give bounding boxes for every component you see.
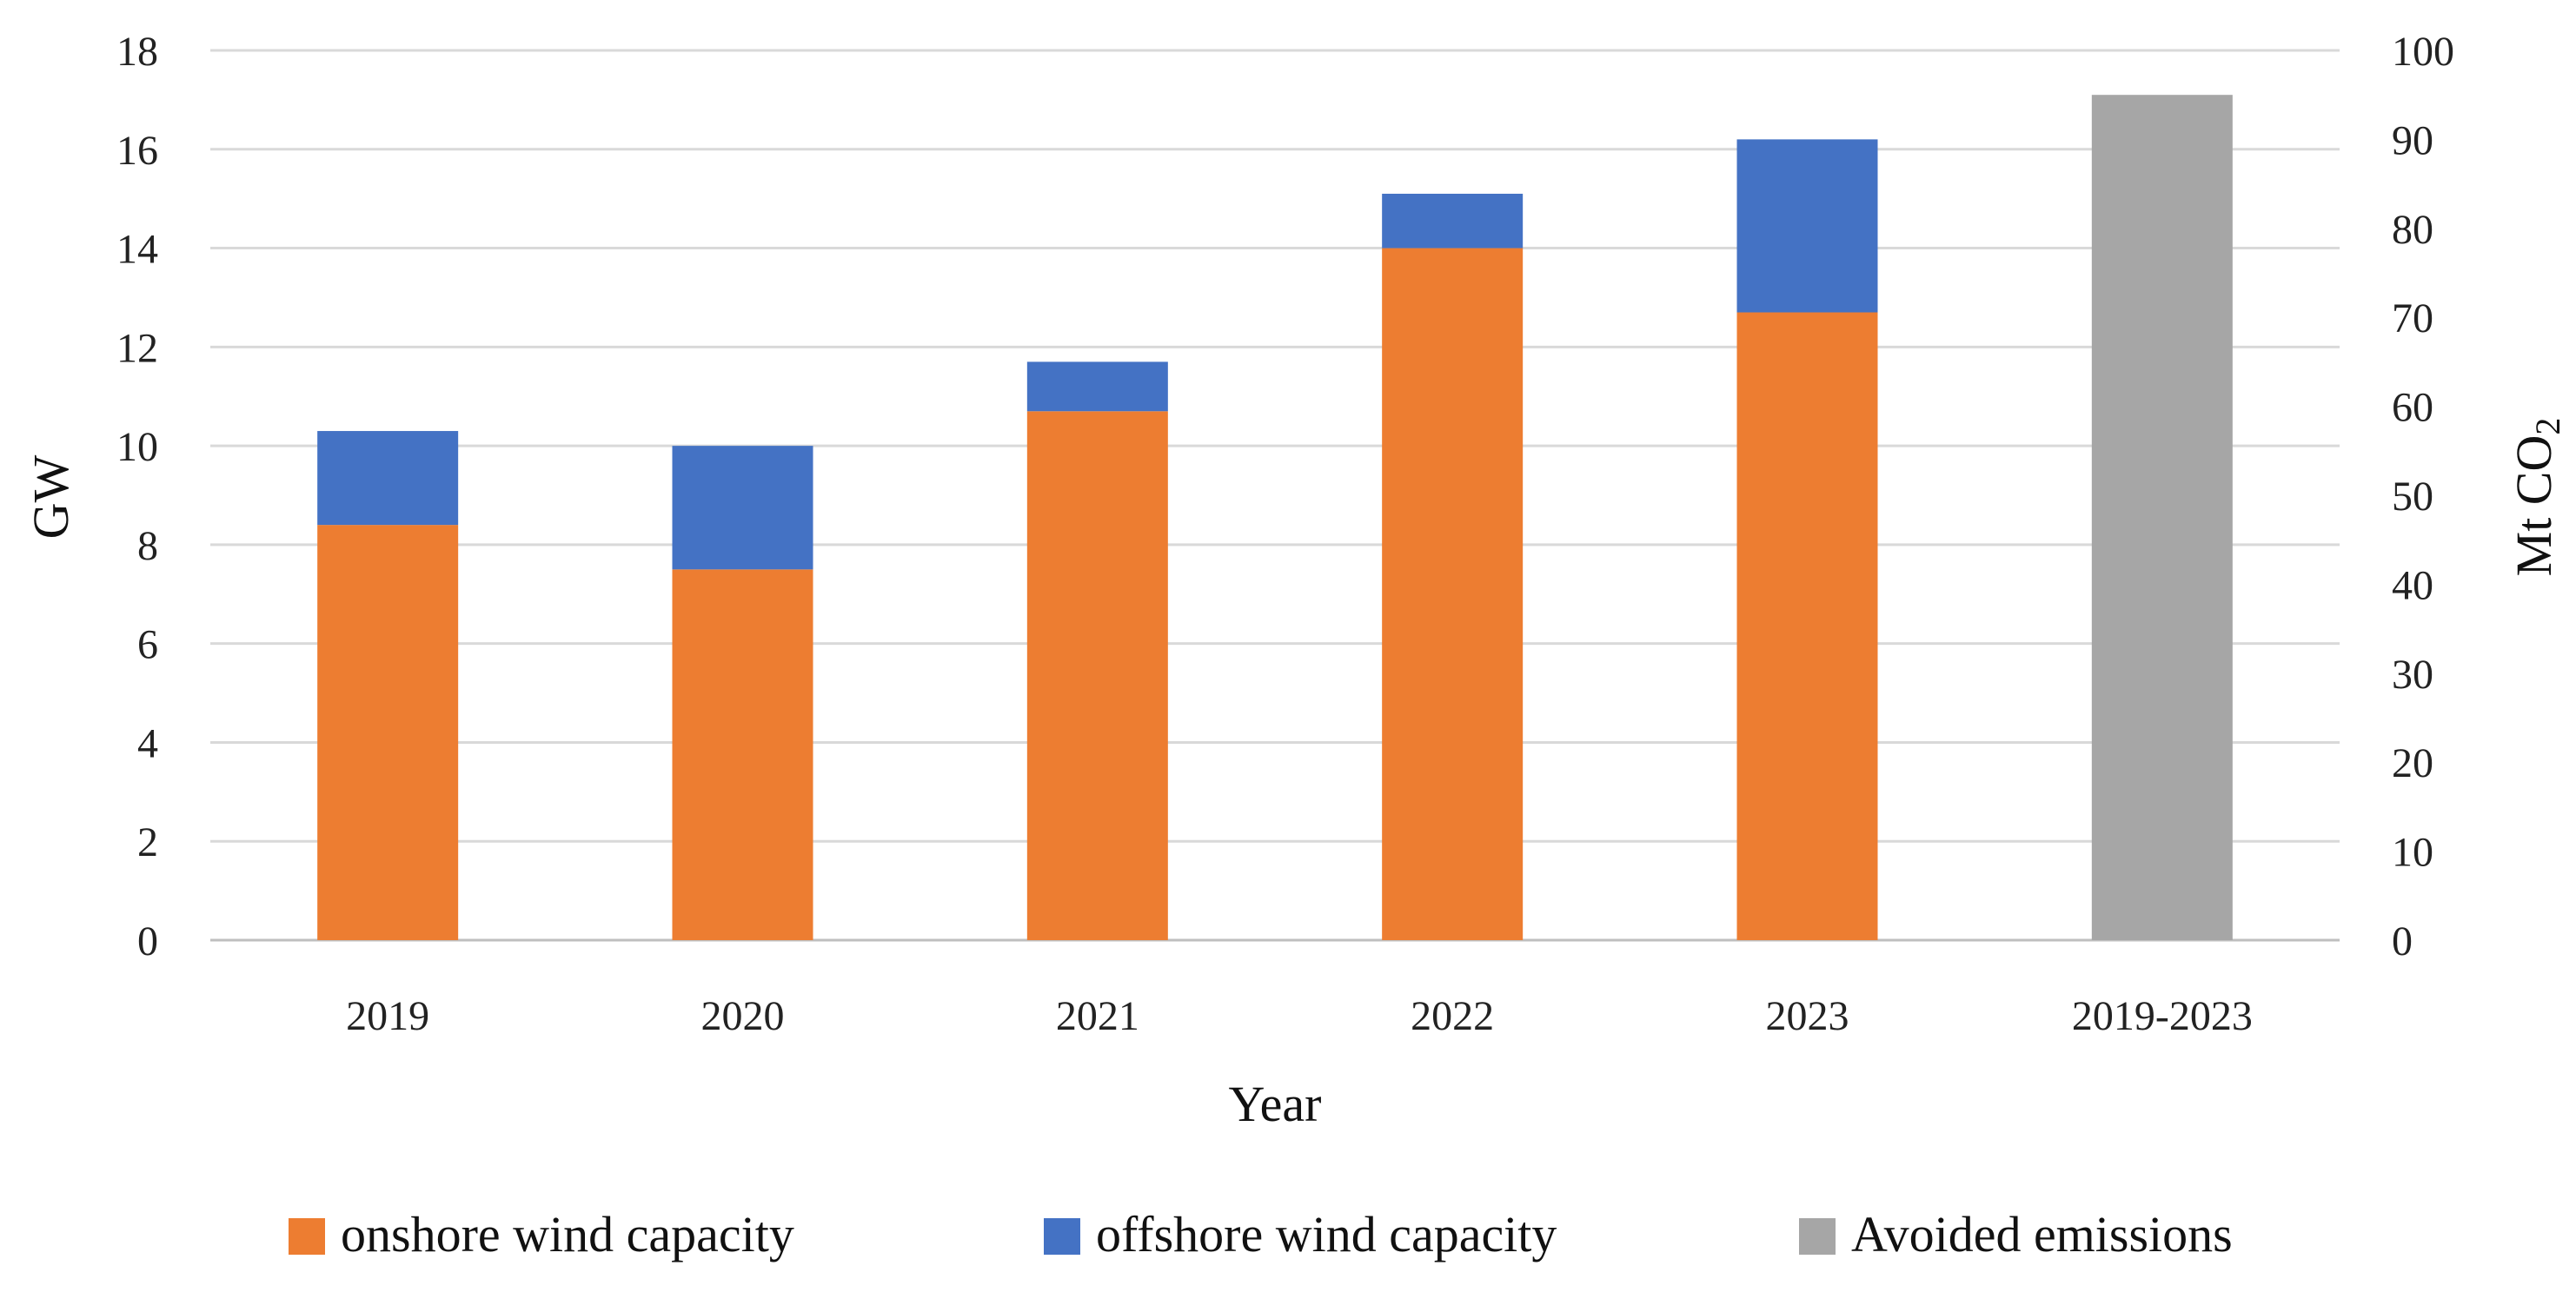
legend-label-avoided-emissions: Avoided emissions [1851,1206,2233,1263]
bar-offshore-wind-capacity [1382,193,1524,249]
legend: onshore wind capacity offshore wind capac… [289,1206,2233,1263]
bars [317,95,2233,940]
y-tick-right-label: 90 [2392,117,2433,163]
x-tick-label: 2023 [1766,993,1849,1039]
y-tick-right-label: 10 [2392,830,2433,876]
legend-label-offshore-wind-capacity: offshore wind capacity [1096,1206,1557,1263]
y-tick-right-label: 0 [2392,918,2413,964]
y-tick-right-label: 100 [2392,29,2454,75]
y-tick-left-label: 18 [116,29,158,75]
x-tick-label: 2019 [346,993,429,1039]
y-tick-left-label: 10 [116,424,158,470]
bar-onshore-wind-capacity [1736,312,1878,940]
y-tick-right-label: 40 [2392,562,2433,608]
y-tick-right-label: 50 [2392,474,2433,520]
y-tick-left-label: 16 [116,128,158,174]
legend-label-onshore-wind-capacity: onshore wind capacity [341,1206,794,1263]
bar-offshore-wind-capacity [1736,139,1878,313]
bar-onshore-wind-capacity [1382,248,1524,940]
y-axis-right-title-subscript: 2 [2528,418,2567,435]
gridlines [210,49,2340,942]
x-axis-title: Year [1229,1076,1322,1132]
x-axis-ticks: 2019 2020 2021 2022 2023 2019-2023 [346,993,2253,1039]
bar-offshore-wind-capacity [317,431,459,526]
bar-onshore-wind-capacity [672,569,813,940]
bar-avoided-emissions [2091,95,2233,940]
x-tick-label: 2022 [1411,993,1494,1039]
y-axis-right-title: Mt CO2 [2506,418,2567,577]
y-axis-left-ticks: 0 2 4 6 8 10 12 14 16 18 [116,29,158,964]
y-tick-right-label: 70 [2392,295,2433,341]
y-axis-right-ticks: 0 10 20 30 40 50 60 70 80 90 100 [2392,29,2454,964]
bar-onshore-wind-capacity [317,525,459,940]
y-tick-left-label: 0 [137,918,158,964]
y-tick-left-label: 2 [137,819,158,865]
bar-offshore-wind-capacity [1026,361,1168,412]
legend-swatch-avoided-emissions [1799,1218,1836,1255]
bar-offshore-wind-capacity [672,446,813,570]
y-axis-left-title: GW [23,454,79,539]
y-tick-right-label: 30 [2392,652,2433,698]
bar-onshore-wind-capacity [1026,411,1168,940]
y-tick-left-label: 14 [116,227,158,273]
x-tick-label: 2019-2023 [2072,993,2253,1039]
y-tick-right-label: 60 [2392,385,2433,431]
y-tick-left-label: 12 [116,325,158,371]
y-tick-left-label: 6 [137,622,158,668]
x-tick-label: 2020 [701,993,785,1039]
y-tick-right-label: 20 [2392,740,2433,786]
x-tick-label: 2021 [1056,993,1139,1039]
y-tick-left-label: 4 [137,720,158,766]
y-axis-right-title-main: Mt CO [2506,435,2562,577]
y-tick-left-label: 8 [137,523,158,569]
y-tick-right-label: 80 [2392,207,2433,253]
legend-swatch-offshore-wind-capacity [1044,1218,1080,1255]
legend-swatch-onshore-wind-capacity [289,1218,325,1255]
